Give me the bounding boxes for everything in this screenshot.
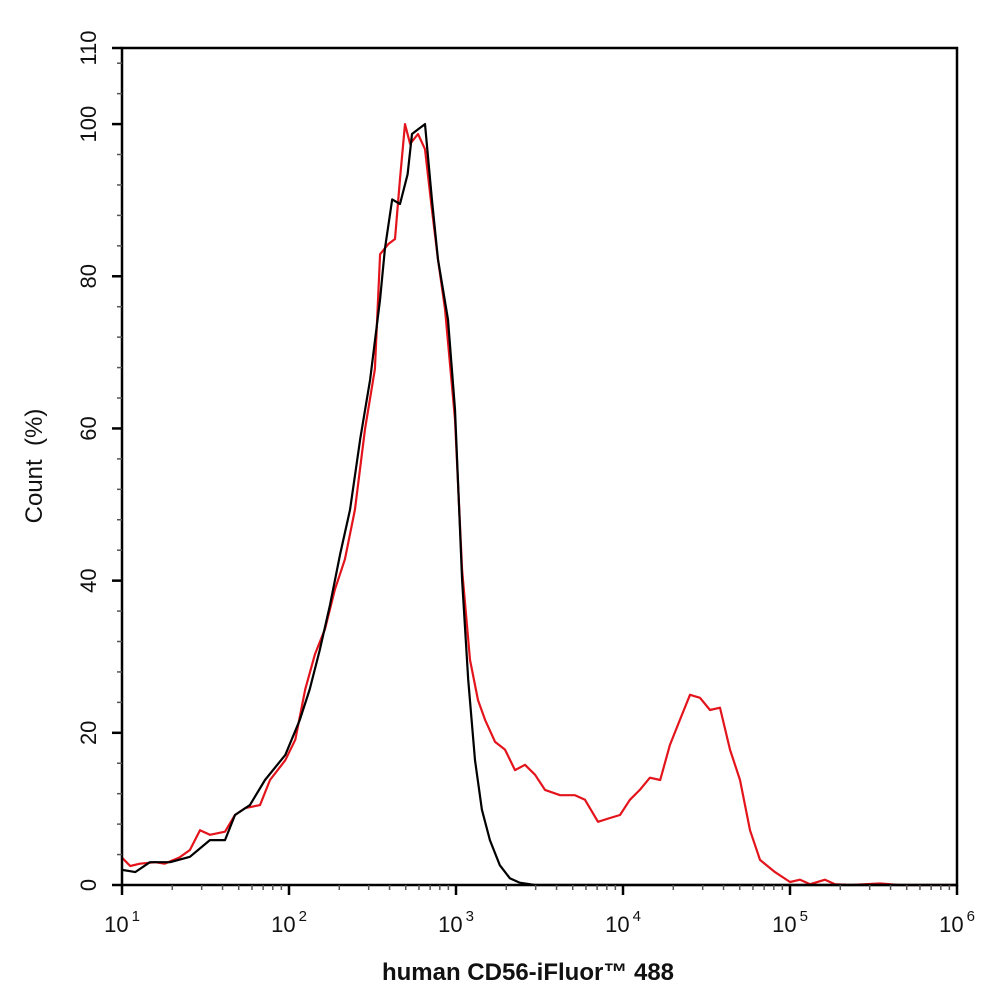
y-tick-label: 40 — [76, 568, 101, 592]
axes-layer: 10 1 10 2 10 3 10 4 10 5 10 6 0 20 40 60 80 100 110 — [76, 30, 975, 937]
plot-frame — [120, 46, 959, 887]
x-axis-title: human CD56-iFluor™ 488 — [382, 959, 674, 986]
x-tick-label: 10 3 — [438, 908, 474, 937]
x-tick-label: 10 1 — [104, 908, 140, 937]
x-tick-label: 10 6 — [939, 908, 975, 937]
y-tick-label: 20 — [76, 721, 101, 745]
x-tick-label: 10 4 — [605, 908, 641, 937]
series-line-black — [121, 123, 957, 887]
series-line-red — [121, 123, 957, 887]
y-tick-label: 60 — [76, 416, 101, 440]
y-tick-label: 80 — [76, 264, 101, 288]
x-tick-label: 10 2 — [271, 908, 307, 937]
y-axis-title: Count (%) — [21, 409, 48, 524]
series-layer — [121, 123, 957, 887]
y-tick-label: 110 — [76, 30, 101, 65]
x-tick-label: 10 5 — [772, 908, 808, 937]
y-tick-label: 100 — [76, 106, 101, 143]
y-tick-label: 0 — [76, 879, 101, 891]
